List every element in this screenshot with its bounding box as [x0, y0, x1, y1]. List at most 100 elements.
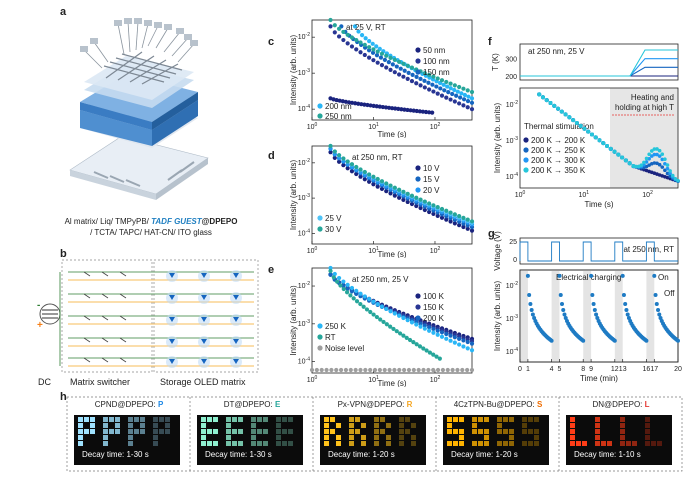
data-point-250-nm [336, 26, 342, 31]
h-pixel [484, 429, 489, 434]
h-pixel [324, 435, 329, 440]
data-point-Noise-level [392, 367, 397, 373]
legend-label: 200 K → 300 K [531, 156, 586, 165]
h-pixel [380, 417, 385, 422]
data-point-30-V [418, 197, 423, 202]
f-data-point [657, 148, 662, 153]
data-point-10-V [439, 215, 445, 220]
h-pixel [570, 423, 575, 428]
h-pixel [78, 429, 83, 434]
data-point-10-V [469, 228, 475, 233]
h-pixel [226, 429, 231, 434]
data-point-250-nm [457, 84, 462, 90]
data-point-10-V [341, 163, 346, 168]
on-label: On [658, 273, 669, 282]
legend-label: 250 nm [325, 112, 352, 121]
h-pixel [201, 423, 206, 428]
data-point-250-nm [435, 76, 440, 81]
data-point-Noise-level [319, 367, 324, 373]
oled-diode [233, 295, 239, 300]
data-point-RT [431, 352, 436, 357]
g-data-point [527, 292, 532, 297]
h-pixel [447, 441, 452, 446]
panel-label-g: g [488, 228, 495, 240]
h-pixel [645, 435, 650, 440]
plot-frame [311, 145, 473, 245]
h-pixel [399, 441, 404, 446]
x-tick-label: 100 [307, 122, 318, 131]
data-point-RT [341, 286, 346, 292]
data-point-30-V [405, 191, 410, 196]
g-data-point [625, 312, 630, 317]
data-point-150-nm [402, 68, 407, 73]
stack-caption-prefix: Al matrix/ Liq/ TMPyPB/ [64, 217, 152, 226]
data-point-150-nm [461, 97, 467, 102]
h-title: DT@DPEPO: E [191, 400, 313, 410]
h-pixel [349, 429, 354, 434]
h-pixel [447, 429, 452, 434]
h-pixel [632, 441, 637, 446]
data-point-200-nm [352, 24, 358, 29]
data-point-10-V [418, 205, 423, 211]
panel-label-e: e [268, 264, 275, 276]
data-point-250-K [358, 291, 363, 296]
f-data-point [574, 121, 579, 126]
data-point-10-V [457, 223, 462, 228]
f-data-point [660, 157, 665, 162]
data-point-30-V [431, 203, 436, 208]
data-point-100-nm [341, 37, 346, 43]
h-pixel [257, 429, 262, 434]
data-point-Noise-level [363, 367, 368, 373]
data-point-RT [434, 354, 439, 359]
h-pixel [140, 429, 145, 434]
y-tick-label: 10-3 [506, 314, 518, 323]
data-point-250-K [384, 306, 389, 311]
data-point-150-nm [398, 66, 403, 71]
h-pixel [657, 441, 662, 446]
legend-marker [415, 187, 421, 193]
data-point-250-K [397, 313, 402, 318]
data-point-150-nm [438, 86, 443, 91]
data-point-250-nm [341, 29, 346, 35]
y-axis-label: Intensity (arb. units) [289, 160, 298, 231]
switch [83, 337, 91, 343]
data-point-250-nm [371, 47, 376, 52]
data-point-200-nm [452, 87, 457, 93]
g-data-point [581, 338, 586, 343]
data-point-RT [338, 283, 343, 288]
legend-marker [415, 176, 421, 182]
data-point-250-K [409, 320, 415, 325]
data-point-250-nm [405, 63, 410, 68]
h-pixel [153, 423, 158, 428]
x-tick-label: 100 [307, 375, 318, 384]
oled-diode [233, 317, 239, 322]
h-pixel [140, 423, 145, 428]
h-pixel [251, 423, 256, 428]
h-pixel [336, 441, 341, 446]
g-data-point [626, 316, 631, 321]
data-point-50-nm [374, 104, 379, 109]
data-point-10-V [354, 171, 359, 177]
h-pixel [140, 417, 145, 422]
data-point-30-V [422, 199, 427, 204]
h-panel: 4CzTPN-Bu@DPEPO: S Decay time: 1-20 s [437, 400, 559, 468]
data-point-50-nm [343, 99, 349, 104]
legend-label: RT [325, 333, 336, 342]
legend-label: 150 nm [423, 68, 450, 77]
data-point-RT [354, 299, 360, 304]
data-point-200-nm [359, 33, 365, 38]
data-point-250-nm [452, 83, 457, 88]
data-point-50-nm [359, 102, 364, 107]
data-point-10-V [371, 182, 376, 187]
legend-label: 25 V [325, 214, 342, 223]
h-pixel [251, 417, 256, 422]
stack-caption-guest: TADF GUEST [151, 217, 202, 226]
h-pixel [232, 441, 237, 446]
data-point-RT [361, 304, 366, 309]
h-decay-time: Decay time: 1-30 s [205, 450, 272, 459]
f-data-point [578, 123, 583, 128]
h-pixel [109, 417, 114, 422]
data-point-Noise-level [324, 367, 329, 373]
data-point-10-V [336, 159, 342, 164]
h-pixel [226, 435, 231, 440]
